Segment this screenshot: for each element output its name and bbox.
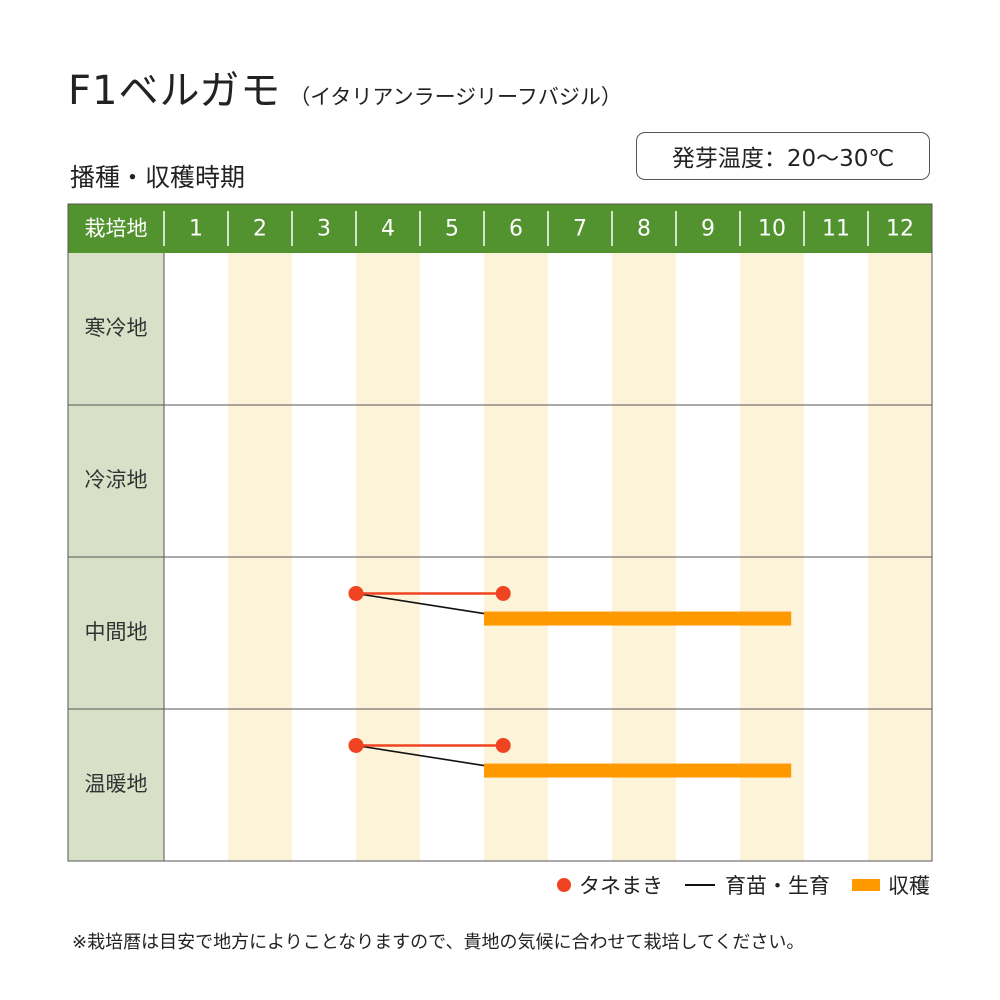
- germination-temp-badge: 発芽温度：20〜30℃: [636, 132, 930, 180]
- month-label-3: 3: [317, 217, 331, 242]
- legend-sowing-label: タネまき: [579, 874, 663, 898]
- sowing-dot-icon: [557, 878, 571, 892]
- legend-growing: 育苗・生育: [685, 870, 830, 900]
- corner-header-label: 栽培地: [85, 217, 148, 241]
- month-label-4: 4: [381, 217, 395, 242]
- month-label-1: 1: [189, 217, 203, 242]
- legend-harvest-label: 収穫: [888, 874, 930, 898]
- growing-line: [355, 592, 485, 615]
- harvest-bar: [484, 763, 792, 778]
- month-label-10: 10: [758, 217, 786, 242]
- growing-line-icon: [685, 884, 715, 886]
- month-label-6: 6: [509, 217, 523, 242]
- sowing-end-dot: [495, 737, 511, 753]
- sowing-start-dot: [348, 737, 364, 753]
- month-label-2: 2: [253, 217, 267, 242]
- month-label-8: 8: [637, 217, 651, 242]
- legend: タネまき 育苗・生育 収穫: [535, 870, 930, 900]
- month-label-7: 7: [573, 217, 587, 242]
- month-label-12: 12: [886, 217, 914, 242]
- month-label-9: 9: [701, 217, 715, 242]
- legend-harvest: 収穫: [852, 870, 930, 900]
- section-title: 播種・収穫時期: [70, 163, 246, 192]
- harvest-bar-icon: [852, 879, 880, 891]
- month-label-5: 5: [445, 217, 459, 242]
- month-label-11: 11: [822, 217, 850, 242]
- page-title: F1ベルガモ （イタリアンラージリーフバジル）: [68, 58, 622, 116]
- product-subtitle: （イタリアンラージリーフバジル）: [289, 85, 622, 109]
- footnote: ※栽培暦は目安で地方によりことなりますので、貴地の気候に合わせて栽培してください…: [72, 932, 805, 953]
- harvest-bar: [484, 611, 792, 626]
- sowing-start-dot: [348, 585, 364, 601]
- region-label: 寒冷地: [85, 316, 148, 340]
- legend-sowing: タネまき: [557, 870, 663, 900]
- calendar-border: [67, 203, 933, 862]
- product-name: F1ベルガモ: [68, 68, 282, 114]
- month-header-bar: [68, 204, 932, 253]
- region-label: 中間地: [85, 620, 148, 644]
- sowing-end-dot: [495, 585, 511, 601]
- region-label: 温暖地: [85, 772, 148, 796]
- growing-line: [355, 744, 485, 767]
- legend-growing-label: 育苗・生育: [725, 874, 830, 898]
- region-label: 冷涼地: [85, 468, 148, 492]
